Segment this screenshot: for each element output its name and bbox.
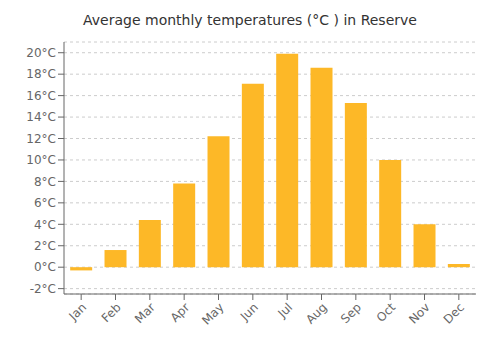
html-text:Average monthly temperatures (: Average monthly temperatures (°C ) in Re… (83, 12, 417, 28)
svg-text:20°C: 20°C (26, 46, 56, 60)
svg-text:Oct: Oct (374, 300, 399, 325)
svg-text:-2°C: -2°C (30, 282, 56, 296)
svg-text:2°C: 2°C (34, 239, 56, 253)
svg-text:Jun: Jun (237, 300, 261, 324)
svg-text:Jan: Jan (66, 300, 90, 324)
svg-text:Mar: Mar (132, 300, 158, 326)
svg-text:18°C: 18°C (26, 67, 56, 81)
svg-text:Feb: Feb (99, 300, 124, 325)
svg-text:May: May (199, 300, 226, 327)
svg-text:14°C: 14°C (26, 110, 56, 124)
svg-text:Sep: Sep (338, 300, 364, 326)
svg-text:8°C: 8°C (34, 175, 56, 189)
svg-text:16°C: 16°C (26, 89, 56, 103)
svg-text:10°C: 10°C (26, 153, 56, 167)
svg-text:6°C: 6°C (34, 196, 56, 210)
svg-text:Aug: Aug (303, 300, 329, 326)
svg-text:Dec: Dec (441, 300, 467, 326)
svg-text:12°C: 12°C (26, 132, 56, 146)
svg-text:Jul: Jul (274, 300, 295, 321)
svg-text:Apr: Apr (168, 300, 193, 325)
svg-text:4°C: 4°C (34, 218, 56, 232)
svg-text:0°C: 0°C (34, 260, 56, 274)
svg-text:Nov: Nov (406, 300, 432, 326)
